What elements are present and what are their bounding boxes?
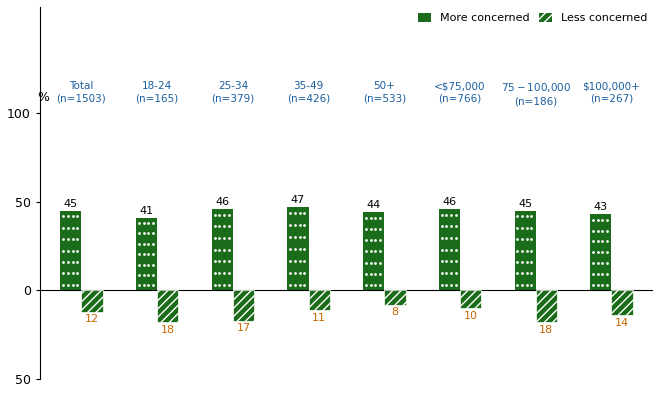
- Text: 50+
(n=533): 50+ (n=533): [363, 82, 406, 104]
- Bar: [439, 209, 460, 290]
- Text: 11: 11: [312, 312, 326, 323]
- Text: 46: 46: [215, 197, 230, 207]
- Text: 47: 47: [291, 195, 305, 205]
- Text: 43: 43: [594, 202, 608, 212]
- Bar: [611, 290, 633, 315]
- Bar: [515, 211, 536, 290]
- Bar: [384, 290, 405, 305]
- Text: Total
(n=1503): Total (n=1503): [57, 82, 106, 104]
- Bar: [60, 211, 81, 290]
- Text: $75 - $100,000
(n=186): $75 - $100,000 (n=186): [501, 82, 571, 107]
- Bar: [212, 209, 233, 290]
- Text: <$75,000
(n=766): <$75,000 (n=766): [434, 82, 486, 104]
- Text: 41: 41: [139, 206, 154, 216]
- Text: 10: 10: [463, 311, 478, 321]
- Text: 18: 18: [539, 325, 553, 335]
- Text: 12: 12: [85, 314, 99, 324]
- Bar: [287, 207, 309, 290]
- Text: 45: 45: [518, 199, 532, 208]
- Legend: More concerned, Less concerned: More concerned, Less concerned: [418, 13, 647, 23]
- Text: 45: 45: [64, 199, 78, 208]
- Bar: [460, 290, 481, 308]
- Bar: [536, 290, 557, 322]
- Text: 8: 8: [391, 307, 399, 317]
- Bar: [81, 290, 103, 312]
- Text: 25-34
(n=379): 25-34 (n=379): [211, 82, 255, 104]
- Bar: [157, 290, 178, 322]
- Text: 18: 18: [161, 325, 175, 335]
- Bar: [590, 214, 611, 290]
- Text: %: %: [38, 91, 50, 104]
- Text: 44: 44: [366, 201, 381, 210]
- Text: 18-24
(n=165): 18-24 (n=165): [135, 82, 179, 104]
- Text: 14: 14: [615, 318, 629, 328]
- Bar: [309, 290, 330, 310]
- Bar: [136, 218, 157, 290]
- Text: 46: 46: [442, 197, 457, 207]
- Text: 35-49
(n=426): 35-49 (n=426): [287, 82, 330, 104]
- Text: $100,000+
(n=267): $100,000+ (n=267): [583, 82, 640, 104]
- Bar: [363, 212, 384, 290]
- Text: 17: 17: [236, 323, 251, 333]
- Bar: [233, 290, 254, 321]
